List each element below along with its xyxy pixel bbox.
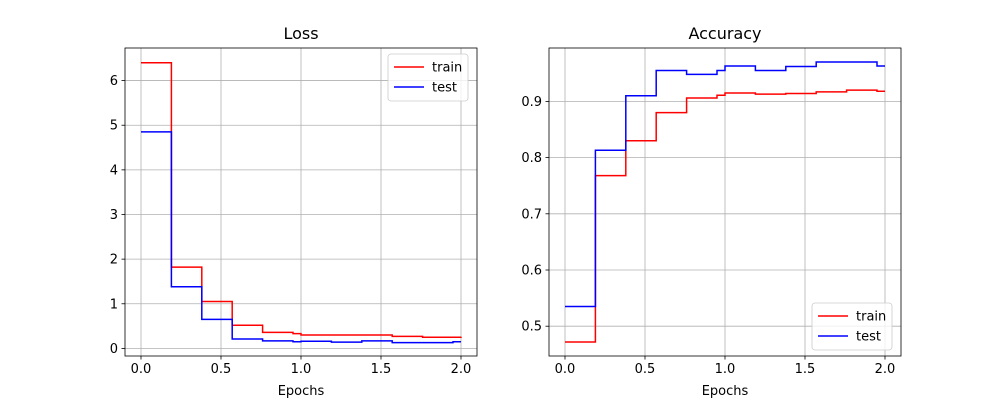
- x-tick-label: 1.0: [291, 362, 312, 377]
- y-tick-label: 4: [110, 163, 118, 178]
- x-tick-label: 0.0: [131, 362, 152, 377]
- y-tick-label: 2: [110, 253, 118, 268]
- chart-title: Accuracy: [688, 24, 761, 43]
- series-line-test: [565, 61, 885, 308]
- y-tick-label: 0: [110, 342, 118, 357]
- legend-label-test: test: [856, 330, 881, 345]
- x-tick-label: 1.5: [795, 362, 816, 377]
- legend-box: [387, 53, 469, 102]
- x-tick-label: 0.5: [635, 362, 656, 377]
- x-tick-label: 0.0: [555, 362, 576, 377]
- x-tick-label: 0.5: [211, 362, 232, 377]
- y-tick-label: 0.8: [521, 151, 542, 166]
- legend: train test: [811, 302, 893, 351]
- y-tick-label: 0.5: [521, 320, 542, 335]
- y-tick-label: 0.9: [521, 95, 542, 110]
- x-tick-label: 1.0: [715, 362, 736, 377]
- legend-label-test: test: [432, 81, 457, 96]
- chart-panel-1: 0.0 0.5 1.0 1.5 2.0 0 1 2 3 4 5 6 Loss Epochs train tes…: [110, 24, 478, 399]
- chart-title: Loss: [283, 24, 318, 43]
- y-tick-label: 3: [110, 208, 118, 223]
- y-tick-label: 0.7: [521, 207, 542, 222]
- legend-label-train: train: [432, 61, 462, 76]
- y-tick-label: 1: [110, 297, 118, 312]
- x-tick-label: 2.0: [875, 362, 896, 377]
- x-axis-label: Epochs: [278, 384, 325, 399]
- legend-label-train: train: [856, 310, 886, 325]
- y-tick-label: 0.6: [521, 264, 542, 279]
- series-line-train: [141, 61, 462, 339]
- y-tick-label: 6: [110, 74, 118, 89]
- y-tick-label: 5: [110, 119, 118, 134]
- series-line-test: [141, 131, 461, 344]
- x-tick-label: 1.5: [371, 362, 392, 377]
- legend-box: [811, 302, 893, 351]
- x-tick-label: 2.0: [451, 362, 472, 377]
- chart-panel-2: 0.0 0.5 1.0 1.5 2.0 0.5 0.6 0.7 0.8 0.9 Accuracy Ep…: [521, 24, 902, 399]
- legend: train test: [387, 53, 469, 102]
- x-axis-label: Epochs: [702, 384, 749, 399]
